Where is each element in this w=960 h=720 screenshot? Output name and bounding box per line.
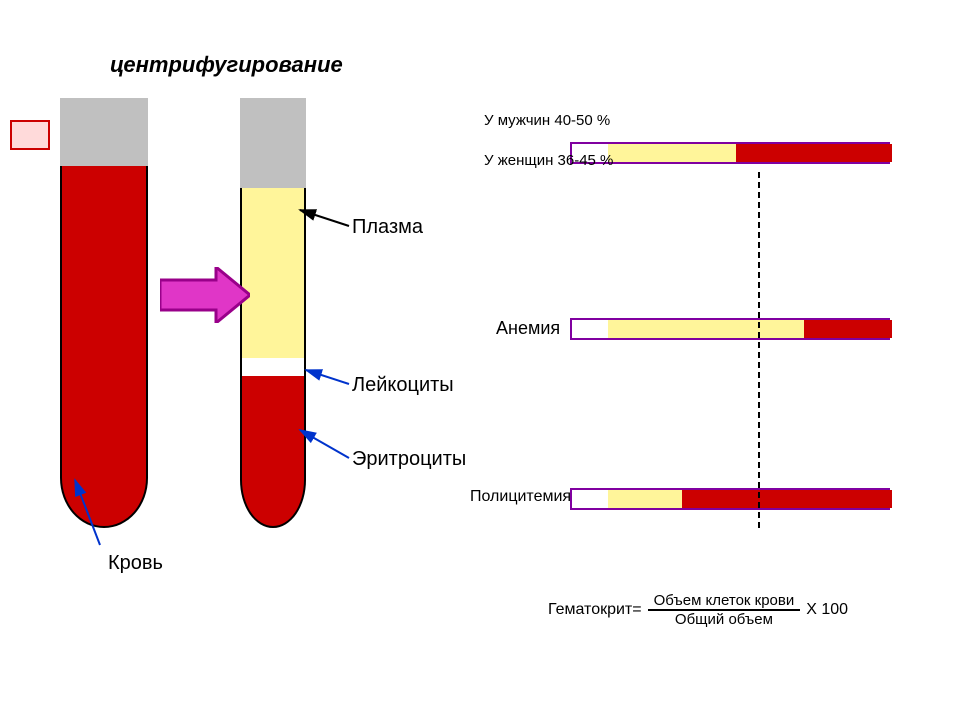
label-blood: Кровь bbox=[108, 552, 163, 575]
hematocrit-bar-1 bbox=[570, 318, 890, 340]
formula-lhs: Гематокрит= bbox=[548, 601, 642, 618]
hematocrit-formula: Гематокрит= Объем клеток крови Общий объем… bbox=[548, 592, 848, 628]
formula-numerator: Объем клеток крови bbox=[648, 592, 801, 609]
hbar-label-2-0: Полицитемия bbox=[470, 488, 571, 506]
diagram-title: центрифугирование bbox=[110, 52, 343, 78]
hematocrit-bar-2 bbox=[570, 488, 890, 510]
reference-dashed-line bbox=[758, 172, 760, 528]
label-plasma: Плазма bbox=[352, 216, 423, 239]
hematocrit-bar-0 bbox=[570, 142, 890, 164]
hbar-label-0-0: У мужчин 40-50 % bbox=[484, 112, 610, 129]
formula-suffix: X 100 bbox=[806, 601, 848, 618]
hbar-label-1-0: Анемия bbox=[496, 318, 560, 339]
label-erythrocytes: Эритроциты bbox=[352, 448, 466, 471]
corner-accent bbox=[10, 120, 50, 150]
formula-denominator: Общий объем bbox=[648, 611, 801, 628]
centrifuge-arrow bbox=[160, 267, 250, 323]
tube-whole-blood bbox=[60, 98, 148, 528]
hbar-label-0-1: У женщин 36-45 % bbox=[484, 152, 613, 169]
label-leukocytes: Лейкоциты bbox=[352, 374, 454, 397]
